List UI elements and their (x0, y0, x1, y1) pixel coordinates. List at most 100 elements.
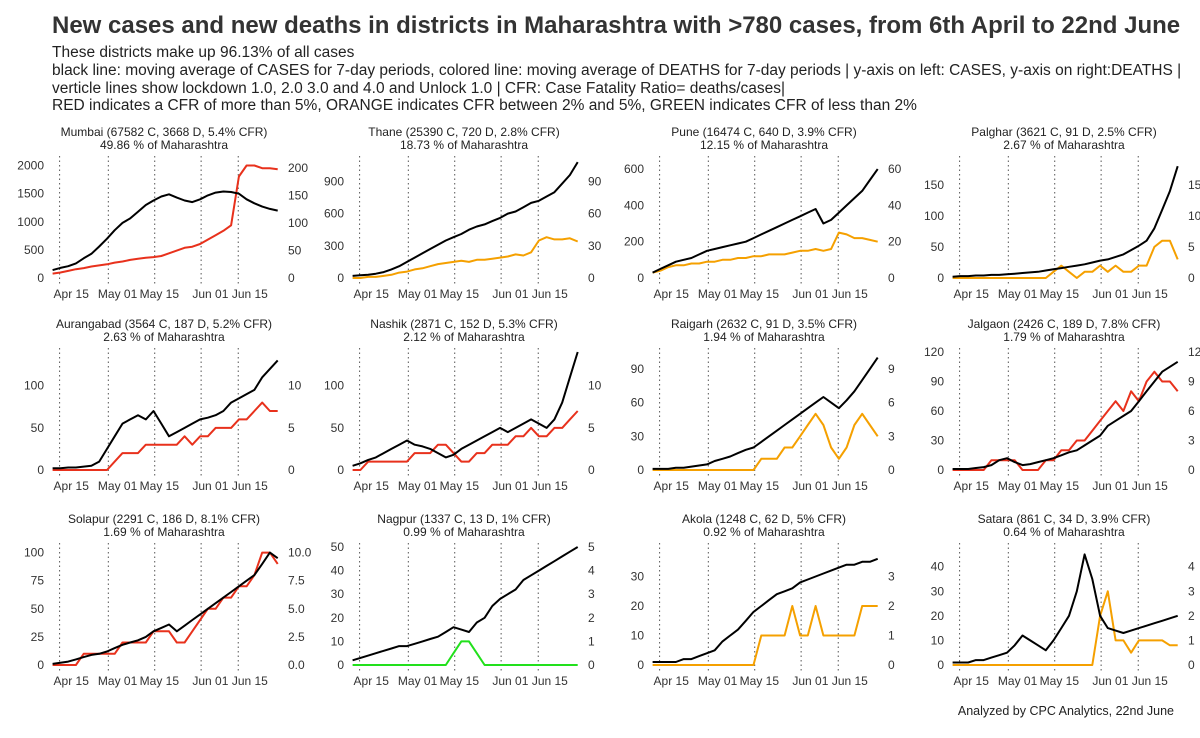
x-tick: Apr 15 (354, 479, 390, 493)
deaths-line (652, 231, 878, 274)
deaths-line (952, 239, 1179, 279)
panel-title: Nashik (2871 C, 152 D, 5.3% CFR) (370, 317, 557, 331)
cases-line (952, 360, 1179, 470)
y-right-tick: 0 (588, 463, 595, 477)
y-right-tick: 150 (288, 189, 308, 203)
y-left-tick: 150 (924, 178, 944, 192)
x-tick: Jun 15 (1132, 479, 1168, 493)
panel-subtitle: 2.63 % of Maharashtra (103, 330, 225, 344)
y-right-tick: 5 (1188, 240, 1195, 254)
cases-line (952, 553, 1179, 664)
x-tick: May 15 (1040, 287, 1080, 301)
y-right-tick: 15 (1188, 178, 1200, 192)
panel-title: Pune (16474 C, 640 D, 3.9% CFR) (671, 125, 856, 139)
panel-title: Solapur (2291 C, 186 D, 8.1% CFR) (68, 512, 260, 526)
x-tick: Jun 15 (532, 674, 568, 688)
cases-line (652, 168, 879, 274)
panel-subtitle: 49.86 % of Maharashtra (100, 138, 228, 152)
y-left-tick: 600 (624, 162, 644, 176)
cases-line (352, 546, 579, 662)
x-tick: May 15 (140, 287, 180, 301)
x-tick: May 01 (998, 287, 1038, 301)
y-right-tick: 50 (288, 244, 302, 258)
y-left-tick: 0 (937, 271, 944, 285)
y-right-tick: 30 (588, 239, 602, 253)
y-left-tick: 10 (331, 634, 345, 648)
y-left-tick: 50 (331, 421, 345, 435)
x-tick: May 01 (698, 287, 738, 301)
panel-9: Nagpur (1337 C, 13 D, 1% CFR)0.99 % of M… (331, 512, 595, 688)
cases-line (352, 161, 579, 277)
x-tick: May 01 (698, 674, 738, 688)
deaths-line (352, 640, 578, 666)
y-left-tick: 600 (324, 207, 344, 221)
y-right-tick: 5 (588, 540, 595, 554)
y-left-tick: 900 (324, 174, 344, 188)
x-tick: Jun 15 (832, 479, 868, 493)
y-right-tick: 5.0 (288, 602, 305, 616)
panel-subtitle: 2.12 % of Maharashtra (403, 330, 525, 344)
panel-subtitle: 18.73 % of Maharashtra (400, 138, 528, 152)
y-right-tick: 10 (1188, 209, 1200, 223)
y-left-tick: 120 (924, 345, 944, 359)
x-tick: Jun 01 (492, 479, 528, 493)
y-right-tick: 2.5 (288, 630, 305, 644)
y-right-tick: 3 (888, 429, 895, 443)
y-right-tick: 0 (1188, 658, 1195, 672)
panel-6: Raigarh (2632 C, 91 D, 3.5% CFR)1.94 % o… (631, 317, 895, 493)
y-right-tick: 2 (588, 611, 595, 625)
y-right-tick: 10 (288, 379, 302, 393)
x-tick: Jun 01 (192, 674, 228, 688)
y-left-tick: 100 (924, 209, 944, 223)
panel-subtitle: 0.64 % of Maharashtra (1003, 525, 1125, 539)
panel-title: Raigarh (2632 C, 91 D, 3.5% CFR) (671, 317, 857, 331)
panel-subtitle: 12.15 % of Maharashtra (700, 138, 828, 152)
y-right-tick: 20 (888, 235, 902, 249)
y-left-tick: 60 (631, 396, 645, 410)
y-left-tick: 400 (624, 198, 644, 212)
x-tick: Apr 15 (654, 287, 690, 301)
y-right-tick: 9 (1188, 375, 1195, 389)
panel-title: Akola (1248 C, 62 D, 5% CFR) (682, 512, 846, 526)
x-tick: May 01 (998, 479, 1038, 493)
x-tick: Apr 15 (354, 674, 390, 688)
y-right-tick: 3 (1188, 434, 1195, 448)
x-tick: May 15 (440, 287, 480, 301)
x-tick: May 01 (98, 287, 138, 301)
y-left-tick: 100 (24, 546, 44, 560)
x-tick: Jun 01 (1092, 479, 1128, 493)
y-left-tick: 500 (24, 243, 44, 257)
y-left-tick: 0 (337, 463, 344, 477)
y-right-tick: 0 (888, 658, 895, 672)
y-left-tick: 60 (931, 404, 945, 418)
y-left-tick: 0 (37, 658, 44, 672)
y-left-tick: 300 (324, 239, 344, 253)
x-tick: Jun 15 (532, 287, 568, 301)
y-left-tick: 0 (637, 658, 644, 672)
y-right-tick: 9 (888, 362, 895, 376)
y-right-tick: 1 (1188, 633, 1195, 647)
y-left-tick: 25 (31, 630, 45, 644)
deaths-line (52, 551, 279, 666)
y-right-tick: 12 (1188, 345, 1200, 359)
x-tick: Jun 15 (832, 287, 868, 301)
panel-subtitle: 0.99 % of Maharashtra (403, 525, 525, 539)
y-left-tick: 0 (37, 463, 44, 477)
panel-5: Nashik (2871 C, 152 D, 5.3% CFR)2.12 % o… (324, 317, 602, 493)
panel-11: Satara (861 C, 34 D, 3.9% CFR)0.64 % of … (931, 512, 1195, 688)
y-right-tick: 60 (888, 162, 902, 176)
y-right-tick: 0 (588, 658, 595, 672)
x-tick: May 01 (98, 674, 138, 688)
panel-title: Mumbai (67582 C, 3668 D, 5.4% CFR) (61, 125, 268, 139)
y-left-tick: 0 (37, 271, 44, 285)
y-right-tick: 5 (288, 421, 295, 435)
cases-line (652, 557, 879, 663)
x-tick: Jun 01 (792, 287, 828, 301)
x-tick: Jun 15 (1132, 674, 1168, 688)
x-tick: Jun 01 (192, 479, 228, 493)
cases-line (652, 357, 879, 470)
deaths-line (352, 236, 579, 279)
x-tick: May 01 (398, 287, 438, 301)
deaths-line (652, 412, 879, 471)
y-right-tick: 6 (888, 396, 895, 410)
